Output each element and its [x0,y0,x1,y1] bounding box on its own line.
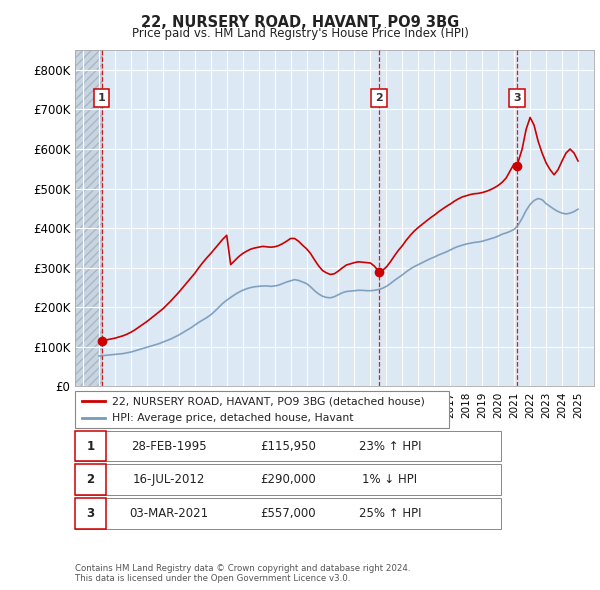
Text: HPI: Average price, detached house, Havant: HPI: Average price, detached house, Hava… [112,413,354,423]
Text: 22, NURSERY ROAD, HAVANT, PO9 3BG (detached house): 22, NURSERY ROAD, HAVANT, PO9 3BG (detac… [112,396,425,406]
Text: 1% ↓ HPI: 1% ↓ HPI [362,473,418,486]
Text: Contains HM Land Registry data © Crown copyright and database right 2024.
This d: Contains HM Land Registry data © Crown c… [75,563,410,583]
Text: 2: 2 [375,93,383,103]
Text: 2: 2 [86,473,94,486]
Bar [75,431,106,461]
Bar [75,50,101,386]
Text: 16-JUL-2012: 16-JUL-2012 [133,473,205,486]
Text: 3: 3 [86,507,94,520]
Text: Price paid vs. HM Land Registry's House Price Index (HPI): Price paid vs. HM Land Registry's House … [131,27,469,40]
Bar [75,464,106,495]
Text: 28-FEB-1995: 28-FEB-1995 [131,440,206,453]
Text: 22, NURSERY ROAD, HAVANT, PO9 3BG: 22, NURSERY ROAD, HAVANT, PO9 3BG [141,15,459,30]
Text: 03-MAR-2021: 03-MAR-2021 [129,507,208,520]
Text: £290,000: £290,000 [260,473,316,486]
Bar [75,50,101,386]
Text: 23% ↑ HPI: 23% ↑ HPI [359,440,421,453]
Text: 25% ↑ HPI: 25% ↑ HPI [359,507,421,520]
Text: £557,000: £557,000 [260,507,316,520]
Text: 3: 3 [513,93,521,103]
Text: 1: 1 [86,440,94,453]
Text: 1: 1 [98,93,106,103]
Text: £115,950: £115,950 [260,440,316,453]
Bar [75,498,106,529]
